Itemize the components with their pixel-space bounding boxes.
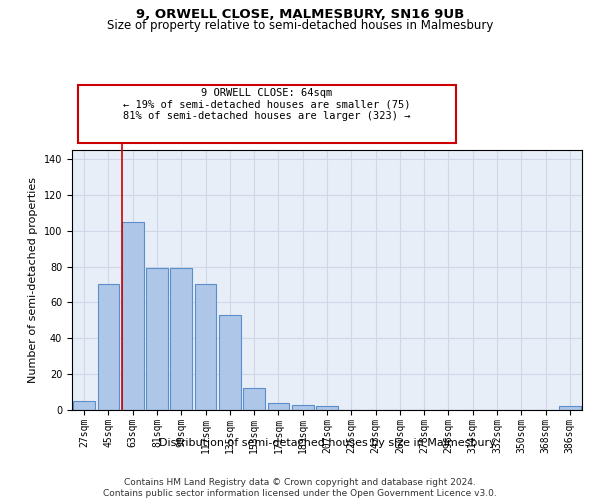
Bar	[122, 222, 143, 410]
Bar	[146, 268, 168, 410]
Bar	[97, 284, 119, 410]
Text: 9 ORWELL CLOSE: 64sqm
← 19% of semi-detached houses are smaller (75)
81% of semi: 9 ORWELL CLOSE: 64sqm ← 19% of semi-deta…	[123, 88, 411, 120]
Text: Distribution of semi-detached houses by size in Malmesbury: Distribution of semi-detached houses by …	[158, 438, 496, 448]
Bar	[194, 284, 217, 410]
Bar	[316, 406, 338, 410]
Bar	[292, 404, 314, 410]
Bar	[219, 315, 241, 410]
Y-axis label: Number of semi-detached properties: Number of semi-detached properties	[28, 177, 38, 383]
Bar	[73, 401, 95, 410]
Text: 9, ORWELL CLOSE, MALMESBURY, SN16 9UB: 9, ORWELL CLOSE, MALMESBURY, SN16 9UB	[136, 8, 464, 20]
Bar	[268, 403, 289, 410]
Bar	[170, 268, 192, 410]
Text: Size of property relative to semi-detached houses in Malmesbury: Size of property relative to semi-detach…	[107, 19, 493, 32]
Bar	[559, 406, 581, 410]
Text: Contains HM Land Registry data © Crown copyright and database right 2024.
Contai: Contains HM Land Registry data © Crown c…	[103, 478, 497, 498]
Bar	[243, 388, 265, 410]
